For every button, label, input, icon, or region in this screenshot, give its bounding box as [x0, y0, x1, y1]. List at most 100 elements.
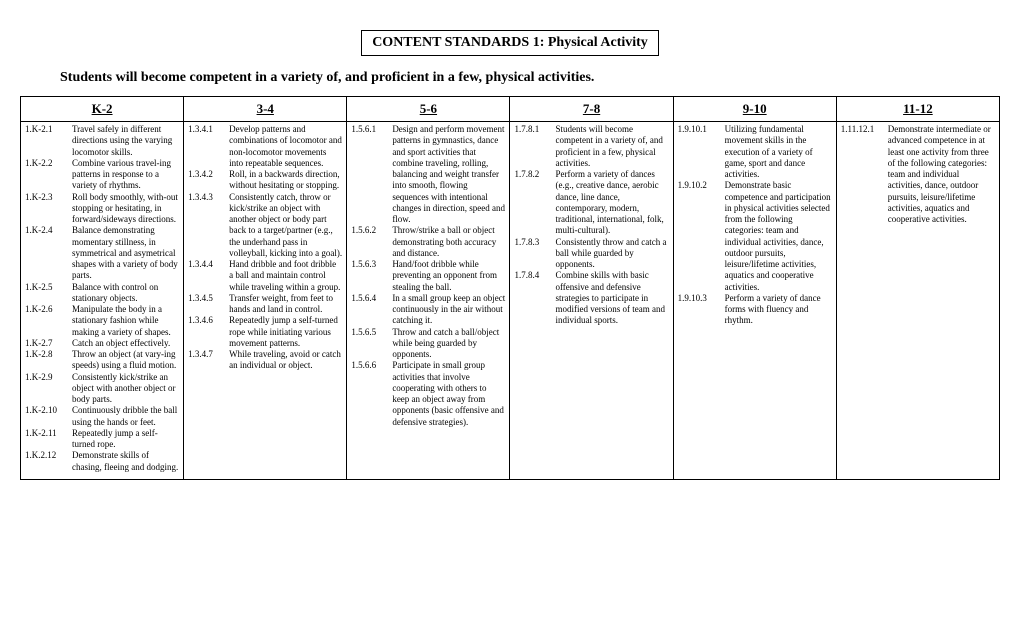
standard-item: 1.7.8.3Consistently throw and catch a ba… — [514, 237, 668, 271]
standard-code: 1.K-2.11 — [25, 428, 72, 451]
standard-code: 1.K-2.2 — [25, 158, 72, 192]
standard-code: 1.5.6.6 — [351, 360, 392, 428]
standard-item: 1.3.4.6Repeatedly jump a self-turned rop… — [188, 315, 342, 349]
standard-text: Combine various travel-ing patterns in r… — [72, 158, 179, 192]
standard-code: 1.7.8.3 — [514, 237, 555, 271]
standard-item: 1.K-2.2Combine various travel-ing patter… — [25, 158, 179, 192]
standard-text: Repeatedly jump a self-turned rope while… — [229, 315, 342, 349]
standard-text: Catch an object effectively. — [72, 338, 179, 349]
standard-text: Roll body smoothly, with-out stopping or… — [72, 192, 179, 226]
standard-text: Travel safely in different directions us… — [72, 124, 179, 158]
standard-code: 1.5.6.5 — [351, 327, 392, 361]
standard-text: Consistently throw and catch a ball whil… — [555, 237, 668, 271]
standard-text: Perform a variety of dance forms with fl… — [725, 293, 832, 327]
items-list: 1.3.4.1Develop patterns and combinations… — [188, 124, 342, 372]
standard-text: Develop patterns and combinations of loc… — [229, 124, 342, 169]
standard-code: 1.3.4.5 — [188, 293, 229, 316]
standard-text: Manipulate the body in a stationary fash… — [72, 304, 179, 338]
standard-item: 1.7.8.1Students will become competent in… — [514, 124, 668, 169]
standard-item: 1.9.10.2Demonstrate basic competence and… — [678, 180, 832, 293]
standards-table: K-23-45-67-89-1011-12 1.K-2.1Travel safe… — [20, 96, 1000, 480]
items-list: 1.11.12.1Demonstrate intermediate or adv… — [841, 124, 995, 225]
standard-text: Utilizing fundamental movement skills in… — [725, 124, 832, 180]
standard-code: 1.3.4.2 — [188, 169, 229, 192]
column-header: 3-4 — [184, 97, 347, 122]
table-header-row: K-23-45-67-89-1011-12 — [21, 97, 1000, 122]
standard-code: 1.5.6.4 — [351, 293, 392, 327]
standard-code: 1.3.4.1 — [188, 124, 229, 169]
column-cell: 1.5.6.1Design and perform movement patte… — [347, 122, 510, 480]
standard-code: 1.K-2.7 — [25, 338, 72, 349]
standard-code: 1.7.8.2 — [514, 169, 555, 237]
column-header: 11-12 — [836, 97, 999, 122]
standard-text: Students will become competent in a vari… — [555, 124, 668, 169]
standard-code: 1.3.4.7 — [188, 349, 229, 372]
standard-item: 1.5.6.4In a small group keep an object c… — [351, 293, 505, 327]
standard-item: 1.K-2.5Balance with control on stationar… — [25, 282, 179, 305]
standard-code: 1.5.6.3 — [351, 259, 392, 293]
subtitle: Students will become competent in a vari… — [60, 70, 1000, 86]
standard-code: 1.3.4.4 — [188, 259, 229, 293]
standard-text: While traveling, avoid or catch an indiv… — [229, 349, 342, 372]
standard-code: 1.K-2.10 — [25, 405, 72, 428]
standard-code: 1.9.10.3 — [678, 293, 725, 327]
standard-text: Demonstrate basic competence and partici… — [725, 180, 832, 293]
items-list: 1.5.6.1Design and perform movement patte… — [351, 124, 505, 428]
standard-item: 1.5.6.6Participate in small group activi… — [351, 360, 505, 428]
standard-item: 1.5.6.5Throw and catch a ball/object whi… — [351, 327, 505, 361]
column-cell: 1.K-2.1Travel safely in different direct… — [21, 122, 184, 480]
standard-text: Balance with control on stationary objec… — [72, 282, 179, 305]
standard-item: 1.K-2.4Balance demonstrating momentary s… — [25, 225, 179, 281]
standard-code: 1.K-2.4 — [25, 225, 72, 281]
standard-item: 1.5.6.3Hand/foot dribble while preventin… — [351, 259, 505, 293]
standard-code: 1.7.8.4 — [514, 270, 555, 326]
standard-item: 1.7.8.4Combine skills with basic offensi… — [514, 270, 668, 326]
standard-item: 1.K-2.10Continuously dribble the ball us… — [25, 405, 179, 428]
standard-item: 1.5.6.1Design and perform movement patte… — [351, 124, 505, 225]
standard-item: 1.3.4.4Hand dribble and foot dribble a b… — [188, 259, 342, 293]
standard-text: In a small group keep an object continuo… — [392, 293, 505, 327]
standard-item: 1.K-2.7Catch an object effectively. — [25, 338, 179, 349]
column-cell: 1.9.10.1Utilizing fundamental movement s… — [673, 122, 836, 480]
standard-item: 1.9.10.3Perform a variety of dance forms… — [678, 293, 832, 327]
title-box: CONTENT STANDARDS 1: Physical Activity — [361, 30, 659, 56]
standard-text: Throw and catch a ball/object while bein… — [392, 327, 505, 361]
standard-code: 1.K-2.3 — [25, 192, 72, 226]
standard-item: 1.K-2.9Consistently kick/strike an objec… — [25, 372, 179, 406]
standard-text: Consistently kick/strike an object with … — [72, 372, 179, 406]
standard-code: 1.3.4.6 — [188, 315, 229, 349]
items-list: 1.9.10.1Utilizing fundamental movement s… — [678, 124, 832, 327]
standard-text: Demonstrate intermediate or advanced com… — [888, 124, 995, 225]
standard-item: 1.K-2.1Travel safely in different direct… — [25, 124, 179, 158]
column-cell: 1.7.8.1Students will become competent in… — [510, 122, 673, 480]
standard-code: 1.K-2.9 — [25, 372, 72, 406]
standard-item: 1.K-2.11Repeatedly jump a self-turned ro… — [25, 428, 179, 451]
standard-code: 1.3.4.3 — [188, 192, 229, 260]
column-cell: 1.11.12.1Demonstrate intermediate or adv… — [836, 122, 999, 480]
items-list: 1.K-2.1Travel safely in different direct… — [25, 124, 179, 473]
standard-code: 1.K-2.5 — [25, 282, 72, 305]
column-header: 7-8 — [510, 97, 673, 122]
standard-text: Roll, in a backwards direction, without … — [229, 169, 342, 192]
standard-text: Throw/strike a ball or object demonstrat… — [392, 225, 505, 259]
standard-item: 1.3.4.7While traveling, avoid or catch a… — [188, 349, 342, 372]
column-cell: 1.3.4.1Develop patterns and combinations… — [184, 122, 347, 480]
column-header: K-2 — [21, 97, 184, 122]
standard-text: Perform a variety of dances (e.g., creat… — [555, 169, 668, 237]
items-list: 1.7.8.1Students will become competent in… — [514, 124, 668, 327]
standard-item: 1.K-2.8Throw an object (at vary-ing spee… — [25, 349, 179, 372]
standard-item: 1.K.2.12Demonstrate skills of chasing, f… — [25, 450, 179, 473]
standard-code: 1.9.10.1 — [678, 124, 725, 180]
standard-text: Consistently catch, throw or kick/strike… — [229, 192, 342, 260]
column-header: 9-10 — [673, 97, 836, 122]
standard-code: 1.K.2.12 — [25, 450, 72, 473]
standard-text: Demonstrate skills of chasing, fleeing a… — [72, 450, 179, 473]
standard-code: 1.9.10.2 — [678, 180, 725, 293]
standard-code: 1.K-2.6 — [25, 304, 72, 338]
standard-item: 1.3.4.2Roll, in a backwards direction, w… — [188, 169, 342, 192]
standard-code: 1.5.6.1 — [351, 124, 392, 225]
standard-code: 1.7.8.1 — [514, 124, 555, 169]
standard-text: Participate in small group activities th… — [392, 360, 505, 428]
standard-item: 1.K-2.6Manipulate the body in a stationa… — [25, 304, 179, 338]
standard-text: Hand dribble and foot dribble a ball and… — [229, 259, 342, 293]
